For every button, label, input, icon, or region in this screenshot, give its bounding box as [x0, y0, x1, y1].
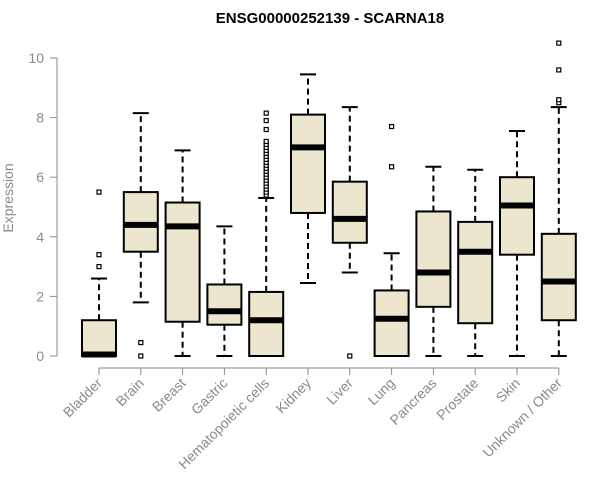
x-tick-label: Brain	[112, 375, 146, 409]
y-axis-label: Expression	[0, 163, 16, 232]
y-tick-label: 0	[36, 348, 44, 364]
box	[540, 232, 577, 322]
outlier-point	[347, 353, 353, 359]
box	[373, 289, 410, 357]
outlier-point	[96, 252, 102, 258]
outlier-point	[96, 189, 102, 195]
x-tick-label: Liver	[323, 375, 356, 408]
outlier-point	[138, 353, 144, 359]
x-tick-label: Prostate	[433, 375, 481, 423]
outlier-point	[263, 110, 269, 116]
x-tick-label: Breast	[149, 375, 189, 415]
outlier-point	[556, 97, 562, 103]
chart-title: ENSG00000252139 - SCARNA18	[216, 10, 444, 27]
box	[499, 176, 535, 256]
box	[290, 113, 326, 214]
outlier-point	[389, 164, 395, 170]
box	[331, 180, 368, 244]
box	[415, 210, 452, 308]
outlier-point	[389, 123, 395, 130]
y-tick-label: 10	[28, 50, 44, 66]
outlier-point	[263, 126, 269, 133]
outlier-point	[263, 138, 269, 145]
x-tick-label: Unknown / Other	[479, 375, 565, 461]
x-tick-label: Skin	[493, 375, 524, 406]
box	[81, 319, 117, 357]
x-tick-label: Bladder	[60, 375, 106, 421]
y-tick-label: 4	[36, 229, 44, 245]
outlier-point	[138, 339, 144, 346]
outlier-point	[556, 67, 562, 73]
box	[206, 283, 243, 326]
outlier-point	[556, 40, 562, 46]
y-tick-label: 2	[36, 288, 44, 304]
box	[248, 290, 285, 357]
x-tick-label: Kidney	[273, 375, 315, 417]
box	[164, 201, 201, 323]
outlier-point	[263, 117, 269, 124]
outlier-point	[96, 264, 102, 270]
x-tick-label: Lung	[364, 375, 397, 408]
y-tick-label: 6	[36, 169, 44, 185]
box	[457, 220, 494, 325]
y-tick-label: 8	[36, 110, 44, 126]
